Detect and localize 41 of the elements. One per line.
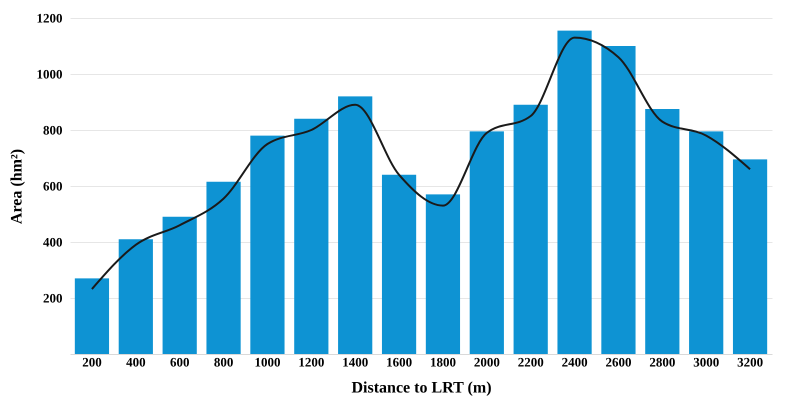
line-series — [90, 36, 752, 290]
x-tick-label: 1600 — [386, 354, 412, 370]
y-tick-label: 1000 — [36, 66, 62, 82]
bar — [382, 174, 416, 354]
y-tick-label: 600 — [43, 178, 62, 194]
bar — [470, 131, 504, 354]
x-tick-label: 1000 — [254, 354, 280, 370]
x-tick-label: 1200 — [298, 354, 324, 370]
bar — [206, 182, 241, 354]
bar — [250, 136, 285, 354]
x-tick-label: 3000 — [693, 354, 720, 370]
bar — [689, 131, 724, 354]
x-tick-label: 600 — [170, 354, 190, 370]
x-tick-label: 2600 — [605, 354, 632, 370]
y-tick-label: 400 — [43, 234, 62, 250]
bar — [732, 159, 768, 354]
bar — [338, 96, 372, 354]
x-tick-label: 800 — [214, 354, 234, 370]
bar — [514, 104, 548, 354]
bar — [74, 278, 110, 354]
x-tick-label: 200 — [82, 354, 102, 370]
x-tick-label: 2400 — [562, 354, 588, 370]
x-tick-label: 2000 — [474, 354, 500, 370]
x-tick-label: 2800 — [649, 354, 676, 370]
x-tick-label: 1800 — [430, 354, 456, 370]
x-axis-title: Distance to LRT (m) — [351, 380, 492, 396]
bar — [426, 194, 460, 354]
y-tick-label: 800 — [43, 122, 62, 138]
bar — [645, 109, 680, 354]
y-tick-label: 200 — [43, 290, 62, 306]
x-tick-label: 1400 — [342, 354, 368, 370]
bar — [557, 30, 592, 354]
bar — [601, 46, 636, 354]
x-tick-label: 400 — [126, 354, 146, 370]
y-axis-title: Area (hm²) — [8, 148, 26, 224]
x-tick-label: 2200 — [518, 354, 544, 370]
bar — [294, 118, 328, 354]
bar — [118, 239, 153, 354]
y-tick-label: 1200 — [36, 10, 62, 26]
x-tick-label: 3200 — [737, 354, 764, 370]
bar — [162, 216, 197, 354]
